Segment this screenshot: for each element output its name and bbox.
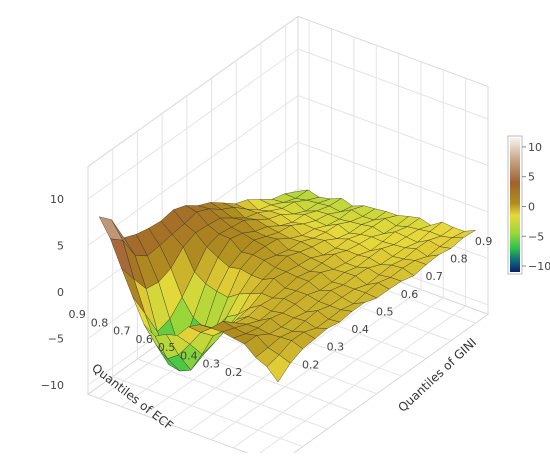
gini-tick-label: 0.6 [401, 288, 419, 301]
colorbar-tick-label: 0 [528, 201, 535, 214]
surface-mesh [98, 189, 476, 383]
colorbar-tick-label: −5 [528, 230, 544, 243]
ecf-tick-label: 0.7 [113, 325, 131, 338]
gini-tick-label: 0.5 [376, 305, 394, 318]
colorbar-gradient [510, 138, 520, 272]
colorbar-ticks: 10 5 0 −5 −10 [522, 141, 550, 273]
gini-tick-label: 0.9 [475, 235, 493, 248]
z-tick-label: 5 [57, 240, 64, 253]
z-tick-label: −5 [48, 333, 64, 346]
ecf-tick-label: 0.3 [203, 358, 221, 371]
floor-grid-gini [136, 131, 328, 430]
ecf-tick-label: 0.9 [68, 308, 86, 321]
gini-tick-label: 0.3 [327, 341, 345, 354]
gini-tick-label: 0.7 [425, 270, 443, 283]
floor-grid-ecf [210, 61, 422, 441]
floor-grid-ecf [255, 78, 467, 457]
surface-cell [266, 354, 291, 383]
gini-tick-label: 0.4 [351, 323, 369, 336]
z-tick-label: 10 [50, 193, 64, 206]
z-tick-label: −10 [41, 379, 64, 392]
gini-axis-ticks: 0.2 0.3 0.4 0.5 0.6 0.7 0.8 0.9 [302, 235, 492, 372]
gini-tick-label: 0.2 [302, 358, 320, 371]
z-tick-label: 0 [57, 286, 64, 299]
colorbar-tick-label: −10 [528, 260, 550, 273]
wall-grid-z [87, 48, 489, 200]
ecf-axis-ticks: 0.2 0.3 0.4 0.5 0.6 0.7 0.8 0.9 [68, 308, 242, 379]
ecf-tick-label: 0.5 [158, 341, 176, 354]
wall-grid-z [87, 94, 489, 246]
floor-grid-ecf [233, 69, 444, 449]
gini-tick-label: 0.8 [450, 253, 468, 266]
colorbar-tick-label: 10 [528, 141, 542, 154]
ecf-tick-label: 0.8 [91, 316, 109, 329]
ecf-tick-label: 0.4 [180, 349, 198, 362]
ecf-tick-label: 0.2 [225, 366, 243, 379]
ecf-tick-label: 0.6 [135, 333, 153, 346]
colorbar: 10 5 0 −5 −10 [507, 135, 550, 275]
colorbar-tick-label: 5 [528, 171, 535, 184]
z-axis-ticks: −10 −5 0 5 10 [41, 193, 64, 392]
